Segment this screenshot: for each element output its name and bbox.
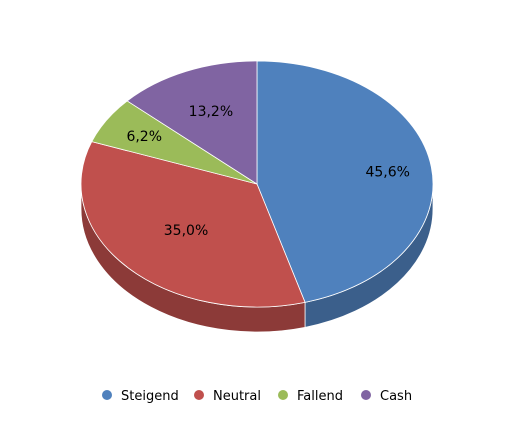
legend-label-neutral: Neutral: [213, 389, 261, 404]
pie-slice-cash: [126, 60, 258, 185]
legend-marker-fallend: [278, 390, 288, 400]
legend-marker-cash: [361, 390, 371, 400]
legend-label-fallend: Fallend: [297, 389, 343, 404]
legend: Steigend Neutral Fallend Cash: [102, 389, 412, 404]
pie-top: [80, 60, 434, 308]
pie-slice-neutral: [80, 141, 306, 308]
data-label-fallend: 6,2%: [126, 129, 162, 145]
data-label-steigend: 45,6%: [365, 164, 409, 180]
legend-marker-neutral: [194, 390, 204, 400]
legend-marker-steigend: [102, 390, 112, 400]
legend-item-steigend: Steigend: [102, 389, 179, 404]
legend-label-steigend: Steigend: [121, 389, 179, 404]
legend-item-neutral: Neutral: [194, 389, 261, 404]
legend-item-cash: Cash: [361, 389, 412, 404]
data-label-cash: 13,2%: [189, 104, 233, 120]
pie-slice-steigend: [256, 60, 434, 303]
legend-label-cash: Cash: [380, 389, 412, 404]
pie-labels: 45,6% 35,0% 6,2% 13,2%: [126, 104, 410, 239]
data-label-neutral: 35,0%: [164, 223, 208, 239]
legend-item-fallend: Fallend: [278, 389, 343, 404]
